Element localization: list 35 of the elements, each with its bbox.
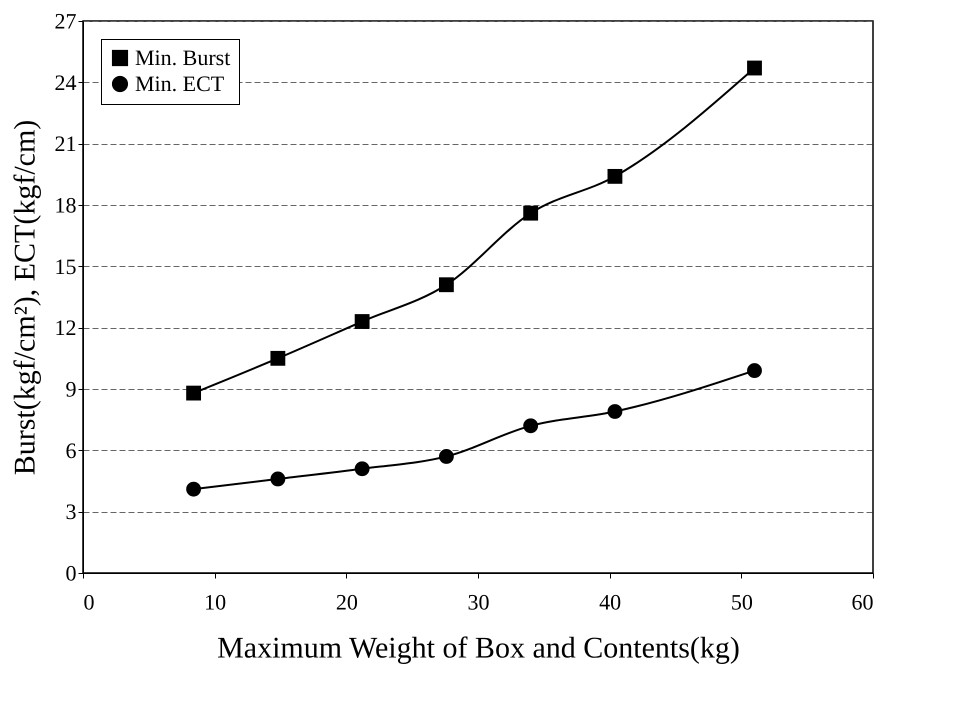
y-tick-label: 21 [54,131,76,156]
y-tick-label: 3 [66,499,76,524]
point [186,482,202,497]
x-tick-label: 60 [852,590,874,614]
x-tick-label: 0 [84,590,94,614]
legend-label: Min. Burst [135,45,230,70]
point [747,363,762,378]
point [608,168,622,184]
point [354,461,370,476]
point [608,404,622,419]
point [186,386,202,401]
x-tick-label: 30 [468,590,490,614]
y-tick-label: 27 [54,8,76,34]
point [523,418,538,434]
y-tick-label: 6 [66,438,76,463]
y-tick-label: 24 [54,70,76,95]
y-tick-label: 12 [54,315,76,340]
y-tick-label: 15 [54,254,76,279]
point [270,472,286,486]
x-tick-label: 50 [730,590,753,614]
point [354,314,370,329]
x-tick-label: 40 [599,590,622,614]
x-tick-label: 10 [204,590,226,614]
y-tick-label: 0 [66,560,76,586]
y-tick-label: 9 [66,376,76,402]
x-axis-title: Maximum Weight of Box and Contents(kg) [217,632,740,664]
point [438,277,454,292]
point [438,449,454,464]
y-tick-label: 18 [54,192,76,218]
point [747,60,762,76]
point [270,350,286,366]
point [523,206,538,221]
x-tick-label: 20 [336,590,358,614]
legend-label: Min. ECT [135,71,225,96]
y-axis-title: Burst(kgf/cm²), ECT(kgf/cm) [8,120,42,476]
